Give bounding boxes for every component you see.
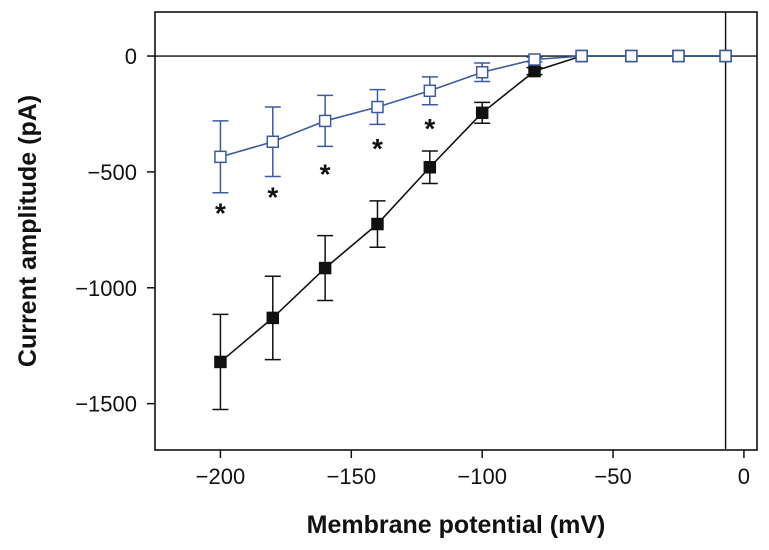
series-2 <box>212 49 732 194</box>
x-axis-ticks: −200 −150 −100 −50 0 <box>196 450 750 489</box>
series-layer <box>212 49 732 411</box>
significance-asterisk: * <box>320 158 331 189</box>
plot-frame <box>154 11 758 451</box>
series-line <box>219 55 726 363</box>
data-point <box>528 64 541 78</box>
x-tick-label: −200 <box>196 464 246 489</box>
y-tick-label: −1000 <box>75 276 137 301</box>
data-point <box>719 49 732 63</box>
data-point <box>575 49 588 63</box>
significance-asterisk: * <box>424 113 435 144</box>
data-point <box>214 355 227 369</box>
series-line <box>220 55 726 158</box>
data-point <box>371 100 384 114</box>
x-axis-title: Membrane potential (mV) <box>307 511 606 539</box>
significance-asterisk: * <box>267 181 278 212</box>
data-point <box>625 49 638 63</box>
data-point <box>423 84 437 98</box>
x-tick-label: −50 <box>594 464 631 489</box>
data-point <box>214 150 227 164</box>
y-axis-title: Current amplitude (pA) <box>14 95 42 367</box>
data-point <box>528 53 541 66</box>
plot-area: −200 −150 −100 −50 0 0−500−1000−1500 ***** <box>75 11 758 489</box>
data-point <box>318 261 332 275</box>
significance-asterisk: * <box>215 198 226 229</box>
data-point <box>475 106 489 120</box>
y-tick-label: −500 <box>87 160 137 185</box>
data-point <box>475 66 489 79</box>
y-axis-ticks: 0 −500 −1000 −1500 <box>75 44 155 417</box>
significance-asterisk: * <box>372 133 383 164</box>
data-point <box>266 311 280 325</box>
x-tick-label: −150 <box>327 464 377 489</box>
data-point <box>423 161 437 174</box>
y-tick-label: −1500 <box>75 392 137 417</box>
y-tick-label: 0 <box>125 44 137 69</box>
x-tick-label: 0 <box>738 464 750 489</box>
x-tick-label: −100 <box>457 464 507 489</box>
data-point <box>371 217 384 231</box>
series-1 <box>212 49 732 411</box>
annotation-layer: * * * * * <box>215 113 435 229</box>
data-point <box>318 114 332 128</box>
data-point <box>266 135 280 149</box>
data-point <box>672 49 685 63</box>
